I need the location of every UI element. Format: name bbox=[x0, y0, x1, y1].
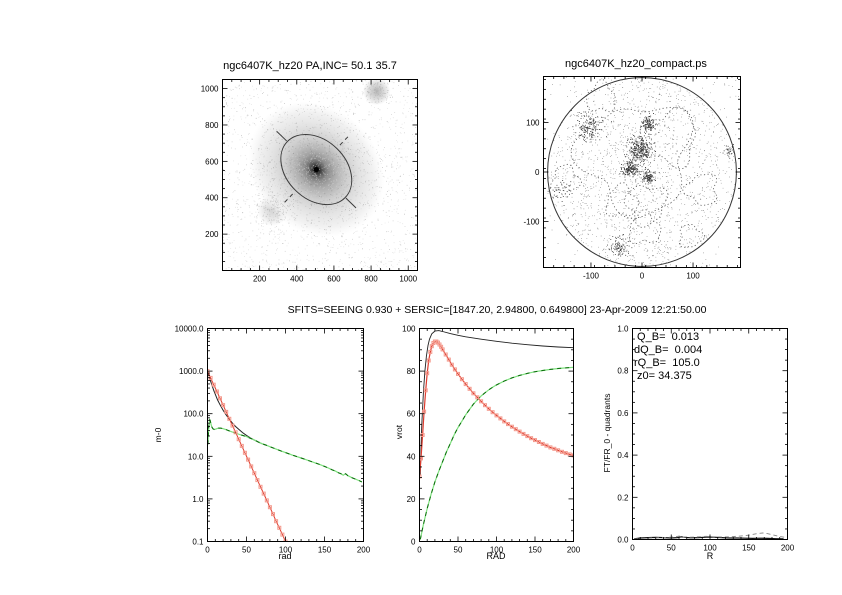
svg-text:-100: -100 bbox=[583, 272, 600, 281]
stat-rqb: rQ_B= 105.0 bbox=[634, 357, 700, 369]
svg-text:150: 150 bbox=[528, 546, 542, 555]
svg-text:10.0: 10.0 bbox=[188, 452, 204, 461]
svg-text:1.0: 1.0 bbox=[192, 495, 204, 504]
profile-log-plot: 0 50 100 150 200 0.1 1.0 10.0 100.0 1000.0 10000.0 bbox=[175, 325, 371, 555]
svg-text:600: 600 bbox=[205, 157, 219, 166]
svg-text:50: 50 bbox=[242, 546, 251, 555]
svg-text:0.4: 0.4 bbox=[617, 451, 629, 460]
svg-text:50: 50 bbox=[667, 544, 676, 553]
svg-text:1000: 1000 bbox=[399, 275, 417, 284]
svg-text:80: 80 bbox=[407, 367, 416, 376]
rotation-y-axis-label: vrot bbox=[394, 424, 404, 440]
stat-z0: z0= 34.375 bbox=[634, 370, 692, 382]
svg-text:20: 20 bbox=[407, 495, 416, 504]
svg-text:200: 200 bbox=[781, 544, 795, 553]
svg-text:100: 100 bbox=[279, 546, 293, 555]
svg-text:400: 400 bbox=[290, 275, 304, 284]
svg-text:0: 0 bbox=[640, 272, 645, 281]
svg-text:0.6: 0.6 bbox=[617, 409, 629, 418]
svg-text:40: 40 bbox=[407, 452, 416, 461]
svg-text:100: 100 bbox=[402, 325, 416, 334]
svg-text:150: 150 bbox=[318, 546, 332, 555]
svg-text:1.0: 1.0 bbox=[617, 325, 629, 334]
rotation-x-axis-label: RAD bbox=[486, 551, 506, 561]
svg-text:10000.0: 10000.0 bbox=[175, 325, 204, 334]
svg-text:0: 0 bbox=[417, 546, 422, 555]
profile-y-axis-label: m-0 bbox=[153, 427, 163, 443]
svg-text:0.8: 0.8 bbox=[617, 367, 629, 376]
svg-text:0.0: 0.0 bbox=[617, 536, 629, 545]
svg-text:150: 150 bbox=[742, 544, 756, 553]
svg-text:400: 400 bbox=[205, 194, 219, 203]
svg-text:0: 0 bbox=[535, 168, 540, 177]
svg-text:100: 100 bbox=[703, 544, 717, 553]
rotation-curve-plot: 0 50 100 150 200 0 20 40 60 80 100 bbox=[402, 325, 581, 555]
compact-scatter-panel: -100 0 100 -100 0 100 bbox=[523, 76, 741, 281]
svg-text:200: 200 bbox=[253, 275, 267, 284]
svg-text:600: 600 bbox=[327, 275, 341, 284]
svg-text:1000.0: 1000.0 bbox=[179, 367, 204, 376]
svg-text:200: 200 bbox=[357, 546, 371, 555]
svg-text:800: 800 bbox=[364, 275, 378, 284]
svg-text:50: 50 bbox=[454, 546, 463, 555]
svg-text:60: 60 bbox=[407, 410, 416, 419]
fit-summary-title: SFITS=SEEING 0.930 + SERSIC=[1847.20, 2.… bbox=[287, 304, 707, 316]
svg-text:-100: -100 bbox=[523, 217, 540, 226]
svg-text:100: 100 bbox=[490, 546, 504, 555]
svg-text:0: 0 bbox=[205, 546, 210, 555]
svg-text:0.2: 0.2 bbox=[617, 493, 629, 502]
galaxy-image-title: ngc6407K_hz20 PA,INC= 50.1 35.7 bbox=[223, 60, 397, 72]
svg-text:100: 100 bbox=[526, 119, 540, 128]
svg-text:0.1: 0.1 bbox=[192, 538, 204, 547]
svg-text:0: 0 bbox=[630, 544, 635, 553]
stat-qb: Q_B= 0.013 bbox=[634, 331, 700, 343]
svg-text:200: 200 bbox=[205, 230, 219, 239]
svg-text:1000: 1000 bbox=[201, 85, 219, 94]
stat-dqb: dQ_B= 0.004 bbox=[634, 344, 703, 356]
profile-x-axis-label: rad bbox=[278, 551, 292, 561]
svg-text:100.0: 100.0 bbox=[183, 410, 204, 419]
svg-text:800: 800 bbox=[205, 121, 219, 130]
quadrants-x-axis-label: R bbox=[706, 551, 714, 561]
galaxy-image-panel: 200 400 600 800 1000 200 400 600 800 1000 bbox=[201, 79, 418, 284]
quadrants-plot: 0 50 100 150 200 0.0 0.2 0.4 0.6 0.8 1.0 bbox=[617, 325, 795, 553]
svg-text:100: 100 bbox=[686, 272, 700, 281]
quadrants-y-axis-label: FT/FR_0 - quadrants bbox=[602, 393, 612, 473]
compact-plot-title: ngc6407K_hz20_compact.ps bbox=[565, 58, 707, 70]
svg-text:200: 200 bbox=[567, 546, 581, 555]
svg-text:0: 0 bbox=[411, 538, 416, 547]
